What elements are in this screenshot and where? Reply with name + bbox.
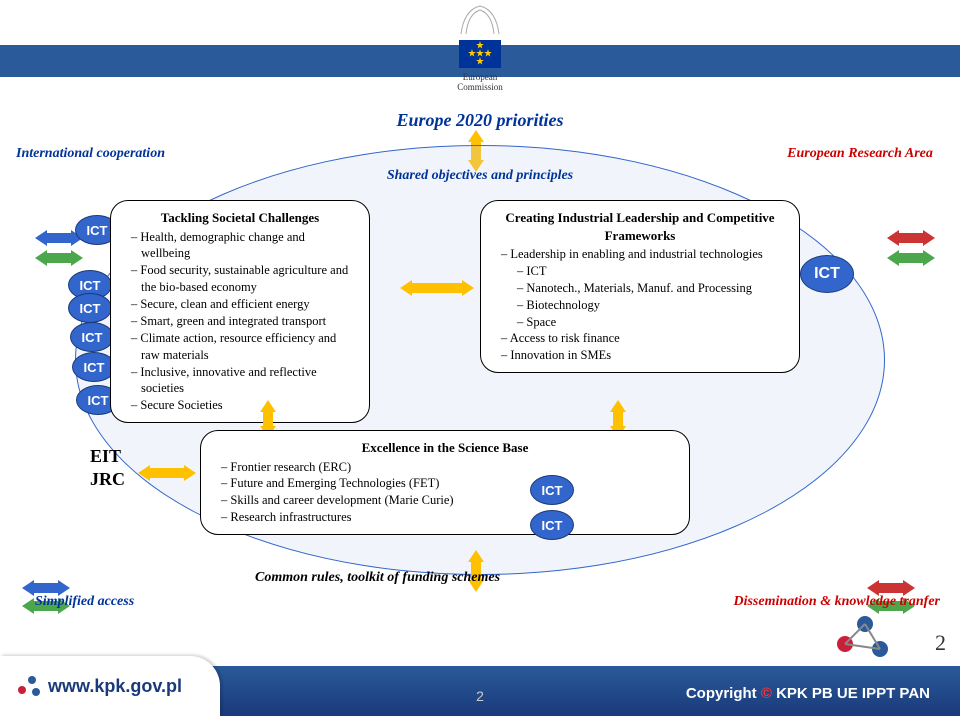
eu-flag-icon [459, 40, 501, 68]
box-right-subitem: Nanotech., Materials, Manuf. and Process… [495, 280, 785, 297]
ict-bubble-left-4: ICT [70, 322, 114, 352]
copyright-org: KPK PB UE IPPT PAN [772, 685, 930, 702]
box-right-subitem: ICT [495, 263, 785, 280]
label-shared-objectives: Shared objectives and principles [0, 168, 960, 184]
box-left-title: Tackling Societal Challenges [125, 209, 355, 227]
footer-kpk-badge: www.kpk.gov.pl [0, 656, 220, 716]
box-industrial-leadership: Creating Industrial Leadership and Compe… [480, 200, 800, 373]
box-right-subitem: Space [495, 314, 785, 331]
ict-bubble-bottom-1: ICT [530, 475, 574, 505]
box-bottom-item: Research infrastructures [215, 509, 675, 526]
page-number-large: 2 [935, 630, 946, 656]
box-right-subitem: Biotechnology [495, 297, 785, 314]
box-left-item: Secure, clean and efficient energy [125, 296, 355, 313]
box-right-title: Creating Industrial Leadership and Compe… [495, 209, 785, 244]
label-common-rules: Common rules, toolkit of funding schemes [255, 570, 500, 586]
box-excellence: Excellence in the Science Base Frontier … [200, 430, 690, 535]
main-diagram: Europe 2020 priorities International coo… [0, 100, 960, 620]
box-bottom-item: Frontier research (ERC) [215, 459, 675, 476]
arrow-eit-to-box [138, 465, 196, 481]
box-bottom-title: Excellence in the Science Base [215, 439, 675, 457]
diagram-title: Europe 2020 priorities [0, 110, 960, 131]
box-societal-challenges: Tackling Societal Challenges Health, dem… [110, 200, 370, 423]
arrow-between-boxes [400, 280, 474, 296]
box-bottom-item: Future and Emerging Technologies (FET) [215, 475, 675, 492]
atom-icon [830, 604, 900, 664]
box-right-item: Access to risk finance [495, 330, 785, 347]
box-left-item: Smart, green and integrated transport [125, 313, 355, 330]
label-international-cooperation: International cooperation [8, 146, 173, 162]
eu-label-2: Commission [456, 82, 504, 92]
page-number-center: 2 [476, 688, 484, 704]
label-european-research-area: European Research Area [780, 146, 940, 162]
ict-bubble-right: ICT [800, 255, 854, 293]
footer: www.kpk.gov.pl 2 Copyright © KPK PB UE I… [0, 656, 960, 716]
ict-bubble-left-3: ICT [68, 293, 112, 323]
box-right-item: Innovation in SMEs [495, 347, 785, 364]
kpk-url: www.kpk.gov.pl [48, 676, 182, 697]
ict-bubble-bottom-2: ICT [530, 510, 574, 540]
box-left-item: Inclusive, innovative and reflective soc… [125, 364, 355, 398]
box-left-item: Health, demographic change and wellbeing [125, 229, 355, 263]
eu-label-1: European [456, 72, 504, 82]
arrow-left-lower [35, 250, 83, 266]
box-left-item: Climate action, resource efficiency and … [125, 330, 355, 364]
eit-jrc-label: EIT JRC [90, 445, 125, 492]
label-simplified-access: Simplified access [35, 594, 134, 610]
eu-commission-logo: European Commission [456, 0, 504, 92]
box-bottom-item: Skills and career development (Marie Cur… [215, 492, 675, 509]
copyright: Copyright © KPK PB UE IPPT PAN [686, 685, 930, 702]
copyright-symbol: © [761, 685, 772, 702]
arrow-right-upper [887, 230, 935, 246]
box-right-item: Leadership in enabling and industrial te… [495, 246, 785, 263]
box-left-item: Food security, sustainable agriculture a… [125, 262, 355, 296]
eit-label: EIT [90, 445, 125, 468]
copyright-label: Copyright [686, 685, 761, 702]
jrc-label: JRC [90, 468, 125, 491]
box-left-item: Secure Societies [125, 397, 355, 414]
header-logo-area: European Commission [0, 0, 960, 105]
arrow-right-lower [887, 250, 935, 266]
kpk-atom-icon [14, 672, 42, 700]
